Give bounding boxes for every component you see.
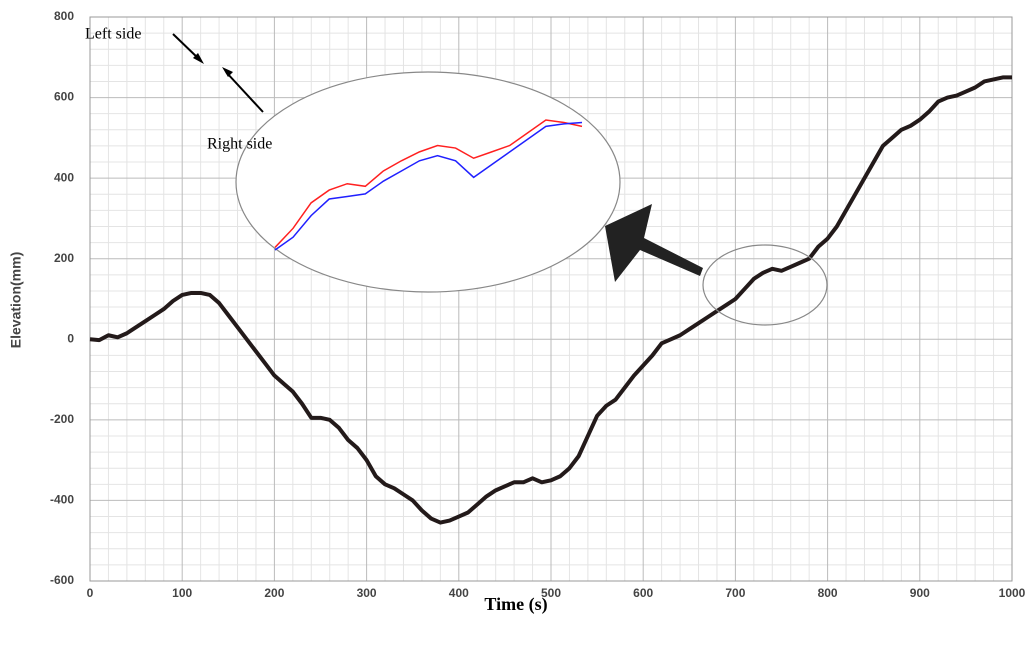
x-tick-label: 800 [818,586,838,600]
y-tick-label: -400 [50,493,74,507]
annotation: Right side [207,136,272,153]
y-tick-label: 400 [54,170,74,184]
plot [89,75,1012,525]
x-tick-label: 1000 [999,586,1026,600]
x-tick-label: 300 [357,586,377,600]
inset-line [274,119,583,248]
x-axis-title: Time (s) [484,594,547,615]
annotation: Left side [85,26,141,43]
x-tick-label: 700 [725,586,745,600]
y-tick-label: 600 [54,90,74,104]
inset-line [274,121,583,251]
arrow-head [222,67,233,77]
x-tick-label: 900 [910,586,930,600]
x-tick-label: 100 [172,586,192,600]
x-tick-label: 600 [633,586,653,600]
y-tick-label: 200 [54,251,74,265]
data-line [89,75,1012,525]
inset [274,119,583,251]
zoom-ellipse [702,244,828,326]
y-tick-label: 0 [67,331,74,345]
inset-ellipse [235,71,621,293]
zoom-arrow [605,204,703,282]
y-tick-label: -600 [50,573,74,587]
x-tick-label: 200 [264,586,284,600]
y-axis-title: Elevation(mm) [8,252,24,348]
y-tick-label: 800 [54,9,74,23]
plot-border [89,16,1013,582]
annotation-arrow [225,71,264,113]
arrow-head [193,53,204,64]
x-tick-label: 400 [449,586,469,600]
y-tick-label: -200 [50,412,74,426]
x-tick-label: 0 [87,586,94,600]
x-tick-label: 500 [541,586,561,600]
